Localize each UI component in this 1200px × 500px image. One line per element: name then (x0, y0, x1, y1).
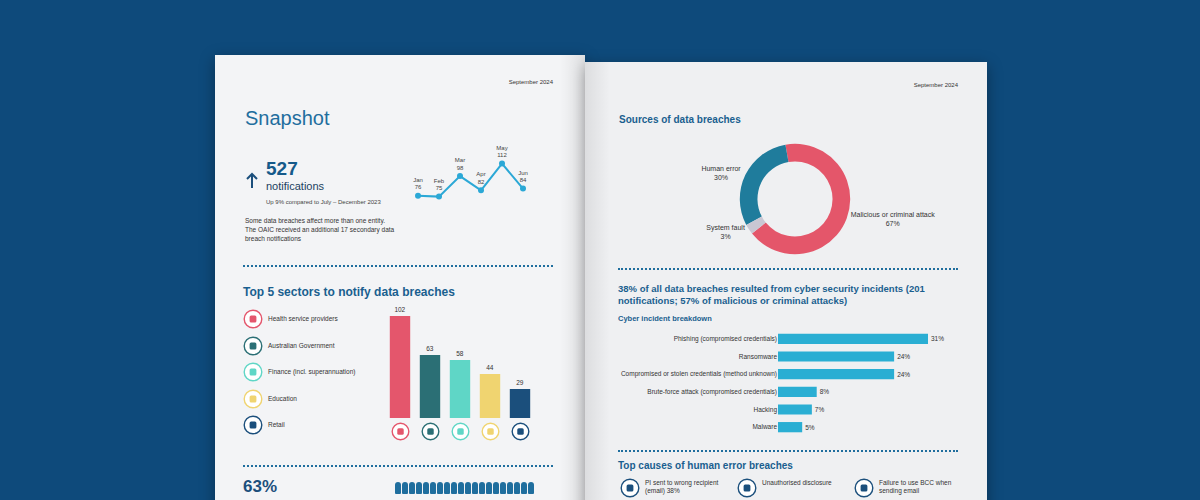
svg-text:System fault3%: System fault3% (706, 224, 745, 240)
svg-text:Hacking: Hacking (754, 406, 778, 414)
html-text:Some data breaches affect more: Some data breaches affect more than one … (245, 217, 395, 242)
svg-text:Compromised or stolen credenti: Compromised or stolen credentials (metho… (621, 370, 777, 378)
svg-text:58: 58 (456, 350, 464, 357)
svg-text:Phishing (compromised credenti: Phishing (compromised credentials) (674, 335, 777, 343)
svg-text:29: 29 (516, 379, 524, 386)
html-text:Sources of data breaches: Sources of data breaches (619, 114, 741, 125)
svg-text:102: 102 (394, 306, 405, 313)
svg-text:24%: 24% (897, 353, 910, 360)
html-text:63%: 63% (243, 477, 277, 496)
svg-text:Ransomware: Ransomware (739, 353, 778, 360)
svg-text:7%: 7% (815, 406, 825, 413)
html-text:Top 5 sectors to notify data b: Top 5 sectors to notify data breaches (243, 285, 455, 299)
html-text:Unauthorised disclosure: Unauthorised disclosure (762, 479, 832, 486)
svg-text:May112: May112 (496, 145, 507, 159)
html-text:Health service providers: Health service providers (268, 315, 338, 322)
html-text:Retail: Retail (268, 421, 285, 428)
html-text:Up 9% compared to July – Decem: Up 9% compared to July – December 2023 (266, 199, 381, 205)
html-text:Education: Education (268, 394, 297, 402)
svg-text:44: 44 (486, 364, 494, 371)
html-text:Finance (incl. superannuation): Finance (incl. superannuation) (268, 368, 356, 375)
html-text:September 2024: September 2024 (913, 82, 958, 88)
html-text:527: 527 (266, 158, 298, 179)
html-text:notifications: notifications (266, 180, 325, 192)
html-text:Australian Government: Australian Government (268, 341, 335, 349)
html-text:Cyber incident breakdown: Cyber incident breakdown (618, 314, 712, 323)
html-text:September 2024: September 2024 (508, 79, 553, 85)
svg-text:Mar98: Mar98 (455, 157, 465, 171)
svg-text:Malware: Malware (752, 423, 777, 430)
svg-text:Malicious or criminal attack67: Malicious or criminal attack67% (851, 211, 936, 227)
svg-text:Jan76: Jan76 (413, 177, 423, 191)
svg-text:8%: 8% (820, 388, 830, 395)
svg-text:24%: 24% (897, 371, 910, 378)
svg-text:31%: 31% (931, 335, 944, 342)
html-text:PI sent to wrong recipient (em: PI sent to wrong recipient (email) 38% (645, 479, 719, 494)
svg-text:5%: 5% (805, 424, 815, 431)
svg-text:Brute-force attack (compromise: Brute-force attack (compromised credenti… (647, 388, 777, 396)
svg-text:63: 63 (426, 345, 434, 352)
svg-text:Apr82: Apr82 (476, 171, 485, 185)
html-text:38% of all data breaches resul: 38% of all data breaches resulted from c… (618, 283, 925, 306)
svg-text:Jun84: Jun84 (518, 170, 528, 184)
html-text:Snapshot: Snapshot (245, 107, 330, 129)
html-text:Top causes of human error brea: Top causes of human error breaches (618, 460, 793, 471)
html-text:Failure to use BCC when sendin: Failure to use BCC when sending email (879, 479, 952, 494)
svg-text:Feb75: Feb75 (434, 178, 445, 192)
svg-text:Human error30%: Human error30% (701, 165, 741, 181)
